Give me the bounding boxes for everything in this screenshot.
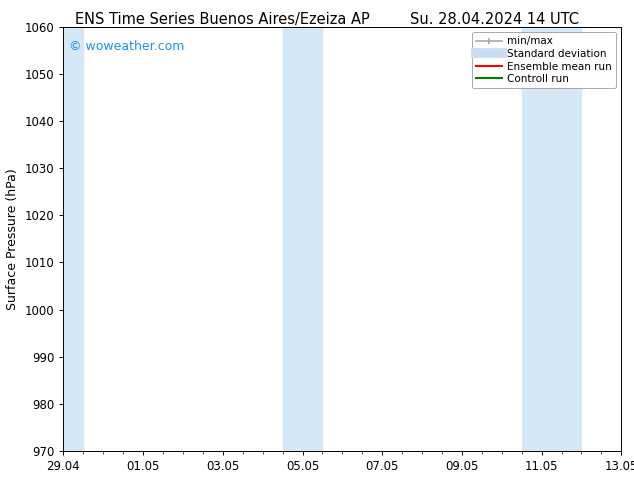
Bar — [63, 27, 83, 451]
Bar — [283, 27, 323, 451]
Text: ENS Time Series Buenos Aires/Ezeiza AP: ENS Time Series Buenos Aires/Ezeiza AP — [75, 12, 369, 27]
Bar — [522, 27, 581, 451]
Text: Su. 28.04.2024 14 UTC: Su. 28.04.2024 14 UTC — [410, 12, 579, 27]
Legend: min/max, Standard deviation, Ensemble mean run, Controll run: min/max, Standard deviation, Ensemble me… — [472, 32, 616, 88]
Text: © woweather.com: © woweather.com — [69, 40, 184, 52]
Y-axis label: Surface Pressure (hPa): Surface Pressure (hPa) — [6, 168, 19, 310]
